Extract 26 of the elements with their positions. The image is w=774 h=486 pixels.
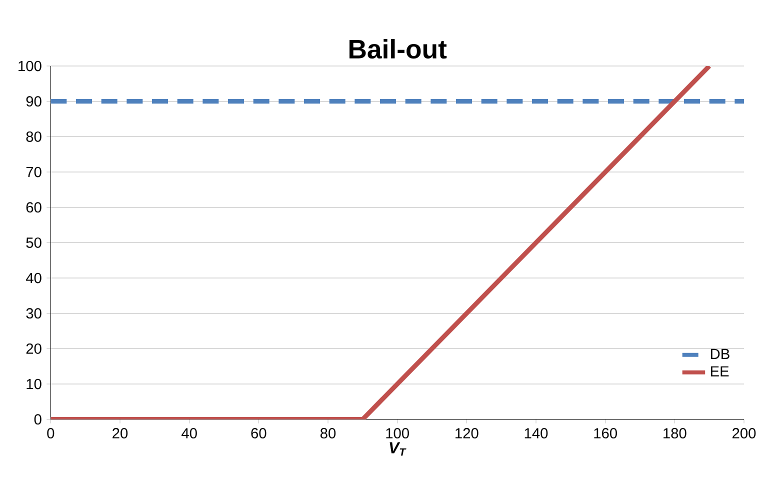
y-tick-label: 30	[26, 308, 42, 319]
x-tick-label: 180	[664, 428, 686, 438]
y-tick-label: 50	[26, 237, 42, 248]
y-tick-label: 100	[18, 60, 42, 72]
x-tick-label: 100	[386, 428, 409, 438]
x-tick-label: 60	[251, 428, 266, 438]
y-tick-label: 80	[26, 131, 42, 142]
x-tick-label: 160	[594, 428, 617, 438]
y-tick-label: 40	[26, 272, 42, 284]
x-tick-label: 80	[320, 428, 336, 438]
y-tick-label: 20	[26, 343, 42, 354]
y-tick-label: 90	[26, 96, 42, 107]
y-tick-label: 0	[34, 414, 42, 425]
y-tick-label: 10	[26, 378, 42, 390]
x-tick-label: 40	[182, 428, 197, 438]
y-tick-label: 70	[26, 166, 42, 178]
x-tick-label: 140	[524, 428, 548, 438]
chart-title: Bail-out	[349, 39, 447, 59]
legend-label: EE	[710, 366, 729, 376]
x-tick-label: 20	[112, 428, 128, 438]
x-axis-title: V$_{T}$	[390, 442, 406, 456]
y-tick-label: 60	[26, 202, 42, 213]
legend-label: DB	[710, 348, 730, 359]
x-tick-label: 200	[732, 428, 756, 438]
x-tick-label: 120	[456, 428, 478, 438]
x-tick-label: 0	[47, 428, 54, 438]
